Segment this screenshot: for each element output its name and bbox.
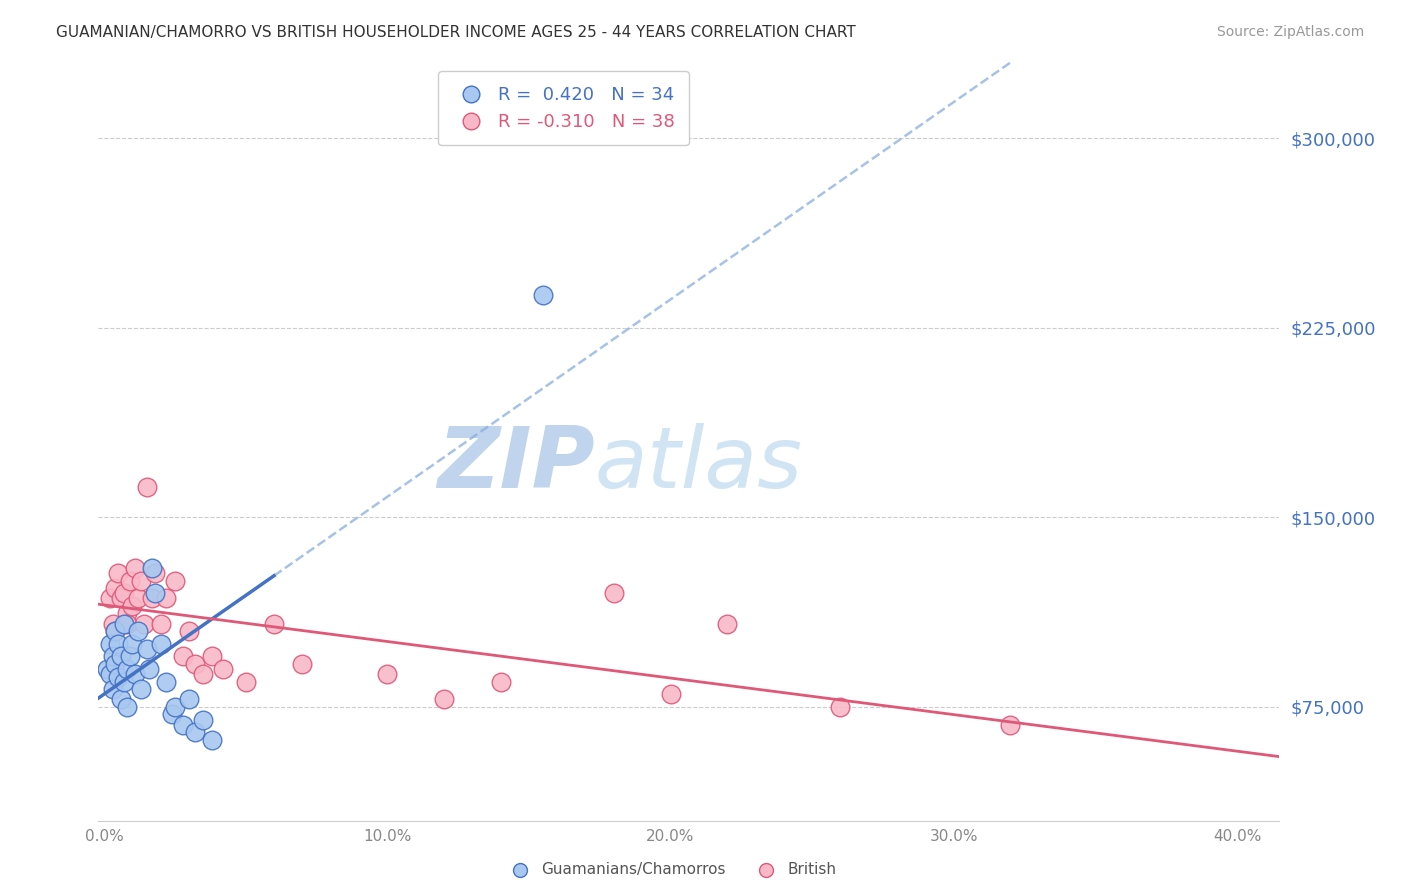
Point: [107, 669, 129, 683]
Text: ZIP: ZIP: [437, 423, 595, 506]
Point: [830, 699, 852, 714]
Point: [112, 674, 135, 689]
Point: [141, 591, 163, 606]
Point: [375, 667, 398, 681]
Legend: R =  0.420   N = 34, R = -0.310   N = 38: R = 0.420 N = 34, R = -0.310 N = 38: [439, 71, 689, 145]
Point: [118, 649, 141, 664]
Point: [96, 662, 118, 676]
Point: [755, 863, 778, 877]
Text: GUAMANIAN/CHAMORRO VS BRITISH HOUSEHOLDER INCOME AGES 25 - 44 YEARS CORRELATION : GUAMANIAN/CHAMORRO VS BRITISH HOUSEHOLDE…: [56, 25, 856, 40]
Point: [489, 674, 512, 689]
Point: [104, 624, 127, 639]
Point: [115, 662, 138, 676]
Point: [155, 591, 177, 606]
Point: [143, 586, 166, 600]
Point: [121, 599, 143, 613]
Point: [104, 657, 127, 671]
Point: [118, 574, 141, 588]
Point: [212, 662, 235, 676]
Point: [149, 637, 172, 651]
Point: [115, 607, 138, 621]
Text: atlas: atlas: [595, 423, 803, 506]
Point: [98, 667, 121, 681]
Point: [201, 649, 224, 664]
Point: [659, 687, 682, 701]
Point: [101, 682, 124, 697]
Point: [101, 616, 124, 631]
Point: [1000, 717, 1022, 731]
Point: [112, 616, 135, 631]
Point: [509, 863, 531, 877]
Point: [163, 574, 186, 588]
Point: [138, 662, 160, 676]
Point: [107, 566, 129, 580]
Point: [135, 641, 157, 656]
Point: [177, 624, 200, 639]
Point: [716, 616, 738, 631]
Text: Guamanians/Chamorros: Guamanians/Chamorros: [541, 863, 725, 877]
Point: [110, 692, 132, 706]
Point: [177, 692, 200, 706]
Point: [263, 616, 285, 631]
Point: [141, 561, 163, 575]
Point: [124, 561, 146, 575]
Point: [235, 674, 257, 689]
Point: [107, 637, 129, 651]
Point: [129, 574, 152, 588]
Point: [603, 586, 626, 600]
Point: [183, 725, 205, 739]
Point: [143, 566, 166, 580]
Point: [135, 480, 157, 494]
Point: [193, 667, 215, 681]
Point: [172, 649, 194, 664]
Point: [291, 657, 314, 671]
Point: [127, 591, 149, 606]
Point: [172, 717, 194, 731]
Point: [127, 624, 149, 639]
Point: [124, 667, 146, 681]
Text: Source: ZipAtlas.com: Source: ZipAtlas.com: [1216, 25, 1364, 39]
Point: [163, 699, 186, 714]
Point: [149, 616, 172, 631]
Point: [129, 682, 152, 697]
Point: [201, 732, 224, 747]
Point: [110, 649, 132, 664]
Point: [160, 707, 183, 722]
Point: [121, 637, 143, 651]
Point: [115, 699, 138, 714]
Point: [98, 591, 121, 606]
Point: [112, 586, 135, 600]
Point: [110, 591, 132, 606]
Point: [104, 624, 127, 639]
Point: [104, 581, 127, 595]
Point: [101, 649, 124, 664]
Point: [183, 657, 205, 671]
Point: [433, 692, 456, 706]
Point: [115, 616, 138, 631]
Point: [193, 713, 215, 727]
Point: [132, 616, 155, 631]
Point: [531, 288, 554, 302]
Point: [98, 637, 121, 651]
Text: British: British: [787, 863, 837, 877]
Point: [155, 674, 177, 689]
